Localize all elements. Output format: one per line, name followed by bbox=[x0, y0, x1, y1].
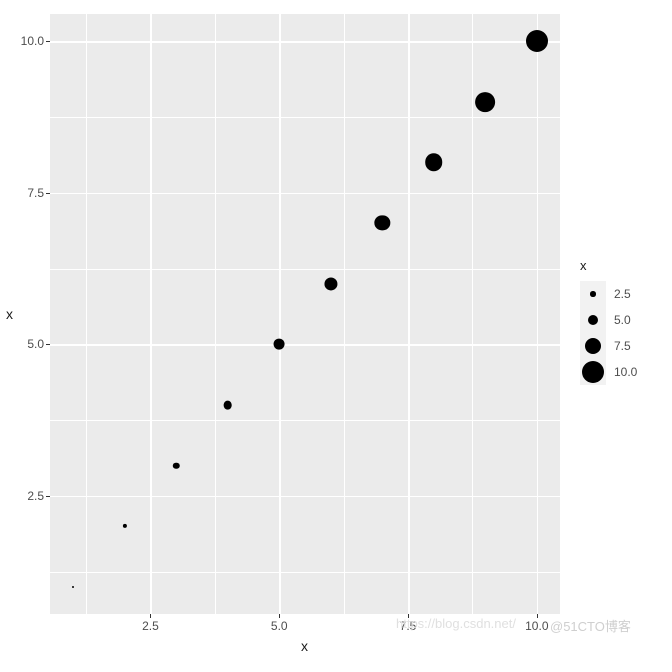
x-tick-label: 2.5 bbox=[142, 620, 159, 632]
x-tick-mark bbox=[279, 614, 280, 618]
legend-key bbox=[580, 307, 606, 333]
scatter-point bbox=[375, 215, 390, 230]
y-tick-label: 10.0 bbox=[2, 35, 44, 47]
grid-minor-h bbox=[50, 269, 560, 270]
scatter-point bbox=[526, 30, 548, 52]
y-tick-label: 7.5 bbox=[2, 187, 44, 199]
y-tick-mark bbox=[46, 41, 50, 42]
scatter-point bbox=[72, 586, 74, 588]
legend-label: 10.0 bbox=[614, 365, 637, 379]
y-tick-mark bbox=[46, 193, 50, 194]
grid-minor-h bbox=[50, 572, 560, 573]
legend-label: 7.5 bbox=[614, 339, 631, 353]
scatter-point bbox=[274, 339, 285, 350]
grid-major-h bbox=[50, 344, 560, 346]
x-tick-mark bbox=[537, 614, 538, 618]
y-axis-title: x bbox=[6, 306, 13, 322]
x-axis-ticks: 2.5 5.0 7.5 10.0 bbox=[50, 620, 560, 640]
scatter-point bbox=[475, 92, 495, 112]
x-tick-mark bbox=[150, 614, 151, 618]
grid-major-h bbox=[50, 496, 560, 498]
x-tick-mark bbox=[408, 614, 409, 618]
legend-item: 2.5 bbox=[580, 281, 637, 307]
grid-major-h bbox=[50, 193, 560, 195]
legend-key bbox=[580, 281, 606, 307]
grid-major-v bbox=[537, 14, 539, 614]
grid-major-h bbox=[50, 41, 560, 43]
x-tick-label: 10.0 bbox=[525, 620, 548, 632]
y-tick-label: 5.0 bbox=[2, 338, 44, 350]
scatter-point bbox=[173, 462, 179, 468]
watermark-text: @51CTO博客 bbox=[550, 616, 631, 635]
plot-panel bbox=[50, 14, 560, 614]
y-tick-mark bbox=[46, 496, 50, 497]
scatter-point bbox=[123, 524, 127, 528]
scatter-point bbox=[324, 277, 337, 290]
legend-dot-icon bbox=[585, 338, 601, 354]
legend-key bbox=[580, 359, 606, 385]
grid-minor-h bbox=[50, 117, 560, 118]
legend: x 2.5 5.0 7.5 10.0 bbox=[580, 258, 637, 385]
legend-dot-icon bbox=[590, 291, 595, 296]
scatter-point bbox=[425, 154, 443, 172]
legend-title: x bbox=[580, 258, 637, 273]
grid-major-v bbox=[279, 14, 281, 614]
grid-minor-v bbox=[472, 14, 473, 614]
grid-major-v bbox=[408, 14, 410, 614]
legend-label: 5.0 bbox=[614, 313, 631, 327]
legend-dot-icon bbox=[588, 315, 599, 326]
y-tick-mark bbox=[46, 344, 50, 345]
legend-item: 7.5 bbox=[580, 333, 637, 359]
legend-key bbox=[580, 333, 606, 359]
grid-major-v bbox=[150, 14, 152, 614]
x-tick-label: 7.5 bbox=[400, 620, 417, 632]
x-tick-label: 5.0 bbox=[271, 620, 288, 632]
grid-minor-h bbox=[50, 420, 560, 421]
legend-label: 2.5 bbox=[614, 287, 631, 301]
legend-item: 5.0 bbox=[580, 307, 637, 333]
grid-minor-v bbox=[215, 14, 216, 614]
legend-dot-icon bbox=[582, 361, 604, 383]
scatter-point bbox=[223, 401, 232, 410]
y-tick-label: 2.5 bbox=[2, 490, 44, 502]
grid-minor-v bbox=[344, 14, 345, 614]
x-axis-title: x bbox=[301, 638, 308, 654]
figure: 2.5 5.0 7.5 10.0 2.5 5.0 7.5 10.0 x x x 2.5 5.0… bbox=[0, 0, 672, 672]
legend-item: 10.0 bbox=[580, 359, 637, 385]
grid-minor-v bbox=[86, 14, 87, 614]
